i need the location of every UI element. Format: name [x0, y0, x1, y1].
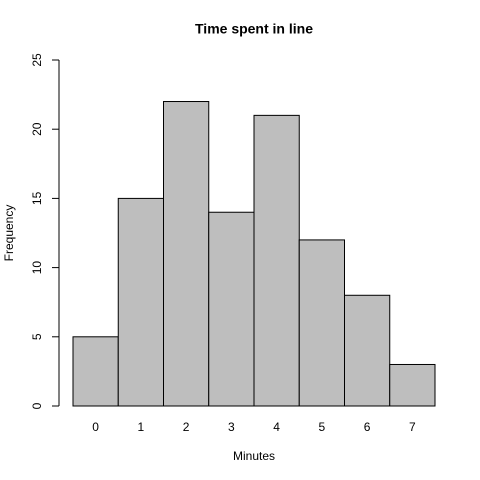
bar: [117, 197, 164, 407]
x-tick-label: 2: [183, 420, 190, 434]
x-tick-label: 0: [92, 420, 99, 434]
bar: [389, 363, 436, 407]
x-axis-label: Minutes: [233, 449, 275, 463]
x-tick-label: 5: [319, 420, 326, 434]
y-tick-label: 25: [30, 53, 44, 67]
y-tick-label: 20: [30, 122, 44, 136]
bar: [163, 101, 210, 407]
y-tick-label: 0: [30, 402, 44, 409]
chart-title: Time spent in line: [195, 21, 313, 37]
y-tick-label: 10: [30, 261, 44, 275]
y-tick-label: 5: [30, 333, 44, 340]
x-tick-label: 6: [364, 420, 371, 434]
x-tick-label: 1: [138, 420, 145, 434]
bar: [344, 294, 391, 407]
x-tick-label: 3: [228, 420, 235, 434]
y-axis-label: Frequency: [2, 205, 16, 262]
y-tick-label: 15: [30, 191, 44, 205]
bar: [208, 211, 255, 407]
bar: [298, 239, 345, 407]
x-tick-label: 4: [273, 420, 280, 434]
x-tick-label: 7: [409, 420, 416, 434]
bar: [253, 114, 300, 407]
bar: [72, 336, 119, 407]
